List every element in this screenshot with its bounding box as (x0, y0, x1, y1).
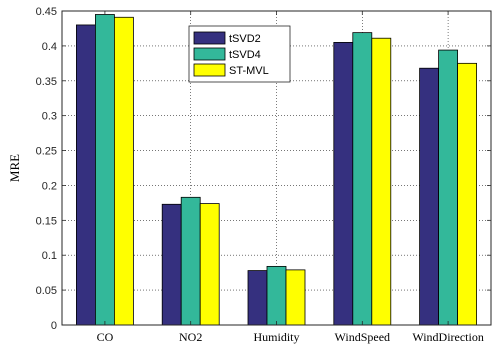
bar-tsvd4-windspeed (352, 32, 373, 326)
bar-tsvd4-winddirection (438, 49, 459, 326)
bar-tsvd4-co (95, 14, 115, 326)
y-tick-label: 0.1 (42, 250, 57, 262)
y-axis-label: MRE (7, 154, 22, 182)
x-tick-label: CO (97, 330, 114, 344)
bar-tsvd2-winddirection (419, 67, 440, 326)
y-tick-label: 0.3 (42, 111, 57, 123)
bar-tsvd4-no2 (180, 196, 201, 326)
y-tick-label: 0.25 (36, 146, 57, 158)
bar-st-mvl-co (114, 16, 134, 326)
y-axis-ticks: 0 0.05 0.1 0.15 0.2 0.25 0.3 0.35 0.4 0.45 (36, 6, 491, 332)
bar-tsvd2-windspeed (333, 42, 354, 326)
x-tick-label: WindSpeed (335, 330, 391, 344)
bar-tsvd2-co (76, 24, 96, 326)
legend-label: tSVD4 (229, 49, 261, 61)
x-tick-label: WindDirection (412, 330, 484, 344)
x-tick-label: NO2 (179, 330, 202, 344)
legend-label: tSVD2 (229, 33, 261, 45)
legend-label: ST-MVL (229, 65, 269, 77)
bar-st-mvl-winddirection (457, 62, 478, 326)
bar-tsvd2-no2 (161, 203, 182, 326)
bar-st-mvl-windspeed (371, 37, 392, 326)
y-tick-label: 0.2 (42, 180, 57, 192)
legend-swatch (193, 31, 226, 45)
y-tick-label: 0.45 (36, 6, 57, 18)
y-tick-label: 0.05 (36, 285, 57, 297)
y-tick-label: 0.4 (42, 41, 57, 53)
legend-swatch (193, 63, 226, 77)
x-tick-label: Humidity (253, 330, 299, 344)
legend-swatch (193, 47, 226, 61)
y-tick-label: 0 (51, 320, 57, 332)
legend: tSVD2 tSVD4 ST-MVL (188, 25, 291, 83)
bar-st-mvl-no2 (199, 203, 220, 326)
y-tick-label: 0.15 (36, 215, 57, 227)
bar-st-mvl-humidity (285, 269, 306, 326)
bars-group (76, 14, 478, 326)
y-tick-label: 0.35 (36, 76, 57, 88)
bar-tsvd2-humidity (247, 270, 268, 326)
x-axis-ticks: CO NO2 Humidity WindSpeed WindDirection (97, 11, 484, 344)
bar-tsvd4-humidity (266, 265, 287, 326)
